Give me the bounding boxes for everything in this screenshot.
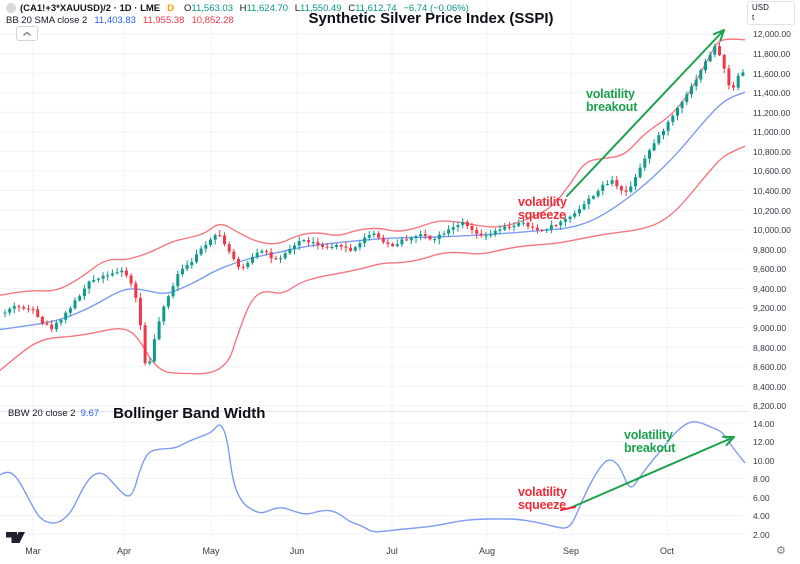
- bb-upper-value: 11,955.38: [142, 14, 185, 26]
- bbw-axis-tick: 2.00: [753, 529, 770, 540]
- price-axis-tick: 8,600.00: [753, 362, 787, 373]
- time-axis-label: May: [202, 546, 220, 556]
- candlestick-series[interactable]: [3, 43, 745, 366]
- bb-basis-sma-line[interactable]: [0, 91, 746, 331]
- squeeze-pointer-dash[interactable]: [560, 506, 576, 511]
- close-label: C: [348, 2, 356, 14]
- tradingview-logo-icon: [6, 532, 25, 543]
- bbw-indicator-name: BBW 20 close 2: [8, 408, 76, 419]
- instrument-icon: [6, 3, 16, 13]
- axis-unit-toggle: USD t: [747, 1, 795, 25]
- price-axis-tick: 11,800.00: [753, 49, 791, 60]
- tradingview-logo[interactable]: [6, 529, 25, 551]
- time-axis[interactable]: ⚙ Mar Apr May Jun Jul Aug Sep Oct: [0, 540, 800, 564]
- time-axis-label: Apr: [116, 546, 132, 556]
- bbw-axis-tick: 4.00: [753, 511, 770, 521]
- close-value: 11,612.74: [355, 2, 397, 14]
- price-axis-tick: 11,400.00: [753, 88, 791, 99]
- bb-basis-value: 11,403.83: [94, 14, 136, 26]
- breakout-arrow-bbw[interactable]: [569, 435, 735, 509]
- price-axis-tick: 10,000.00: [753, 225, 791, 236]
- bbw-line[interactable]: [0, 421, 746, 533]
- time-axis-label: Mar: [25, 546, 41, 556]
- bb-lower-band-line[interactable]: [0, 145, 746, 375]
- legend-collapse-button[interactable]: [16, 26, 38, 41]
- change-value: −6.74 (−0.06%): [403, 2, 469, 14]
- low-label: L: [294, 2, 300, 14]
- open-value: 11,563.03: [191, 2, 233, 14]
- bb-indicator-name: BB 20 SMA close 2: [6, 14, 88, 26]
- currency-toggle[interactable]: USD: [752, 3, 769, 12]
- chart-title[interactable]: Synthetic Silver Price Index (SSPI): [308, 10, 554, 27]
- delayed-data-badge[interactable]: D: [167, 2, 175, 14]
- price-axis-tick: 8,800.00: [753, 342, 787, 353]
- time-axis-label: Jul: [386, 546, 398, 556]
- bbw-panel-title: Bollinger Band Width: [113, 405, 266, 422]
- bbw-axis-tick: 14.00: [753, 418, 775, 429]
- price-axis-tick: 9,400.00: [753, 283, 787, 294]
- main-legend: (CA1!+3*XAUUSD)/2 · 1D · LME D O11,563.0…: [6, 2, 469, 26]
- bbw-axis-tick: 8.00: [753, 474, 770, 484]
- price-axis-tick: 9,800.00: [753, 244, 787, 255]
- high-value: 11,624.70: [246, 2, 289, 14]
- price-axis-tick: 10,400.00: [753, 186, 791, 196]
- unit-toggle[interactable]: t: [752, 13, 755, 22]
- price-axis-tick: 8,200.00: [753, 401, 787, 412]
- annotation-volatility-breakout-price[interactable]: volatility breakout: [586, 87, 638, 114]
- price-axis-tick: 10,600.00: [753, 166, 791, 177]
- chevron-up-icon: [23, 31, 31, 36]
- symbol-row[interactable]: (CA1!+3*XAUUSD)/2 · 1D · LME D O11,563.0…: [6, 2, 469, 14]
- breakout-arrow-price[interactable]: [566, 29, 725, 197]
- bbw-axis-tick: 10.00: [753, 455, 775, 466]
- time-axis-label: Sep: [562, 546, 580, 556]
- ohlc-values: O11,563.03 H11,624.70 L11,550.49 C11,612…: [180, 3, 469, 14]
- bb-lower-value: 10,852.28: [191, 14, 234, 26]
- price-axis-tick: 9,000.00: [753, 322, 787, 333]
- price-axis-tick: 10,800.00: [753, 146, 791, 157]
- time-axis-label: Jun: [289, 546, 305, 556]
- price-axis-tick: 8,400.00: [753, 381, 787, 392]
- bbw-axis-tick: 12.00: [753, 437, 775, 447]
- high-label: H: [239, 2, 247, 14]
- bb-indicator-row[interactable]: BB 20 SMA close 2 11,403.83 11,955.38 10…: [6, 14, 469, 26]
- price-axis-tick: 11,000.00: [753, 127, 791, 138]
- annotation-volatility-breakout-bbw[interactable]: volatility breakout: [624, 428, 676, 455]
- time-axis-label: Oct: [659, 546, 675, 556]
- low-value: 11,550.49: [300, 2, 342, 14]
- bbw-value: 9.67: [80, 408, 100, 419]
- settings-gear-icon[interactable]: ⚙: [776, 545, 786, 557]
- price-axis-tick: 12,000.00: [753, 29, 791, 40]
- symbol-title: (CA1!+3*XAUUSD)/2 · 1D · LME: [20, 2, 161, 14]
- price-axis-tick: 9,600.00: [753, 264, 787, 275]
- price-axis-tick: 9,200.00: [753, 303, 787, 314]
- bbw-axis-tick: 6.00: [753, 492, 770, 503]
- annotation-volatility-squeeze-bbw[interactable]: volatility squeeze: [518, 485, 567, 512]
- time-axis-label: Aug: [478, 546, 496, 556]
- open-label: O: [184, 2, 192, 14]
- gridlines: [0, 0, 746, 540]
- annotation-volatility-squeeze-price[interactable]: volatility squeeze: [518, 195, 567, 222]
- price-axis-tick: 10,200.00: [753, 205, 791, 216]
- price-axis[interactable]: 12,000.00 11,800.00 11,600.00 11,400.00 11,2…: [748, 0, 800, 540]
- price-axis-tick: 11,600.00: [753, 68, 791, 79]
- bb-upper-band-line[interactable]: [0, 38, 746, 296]
- bbw-indicator-row[interactable]: BBW 20 close 2 9.67 Bollinger Band Width: [8, 405, 265, 422]
- price-axis-tick: 11,200.00: [753, 107, 791, 118]
